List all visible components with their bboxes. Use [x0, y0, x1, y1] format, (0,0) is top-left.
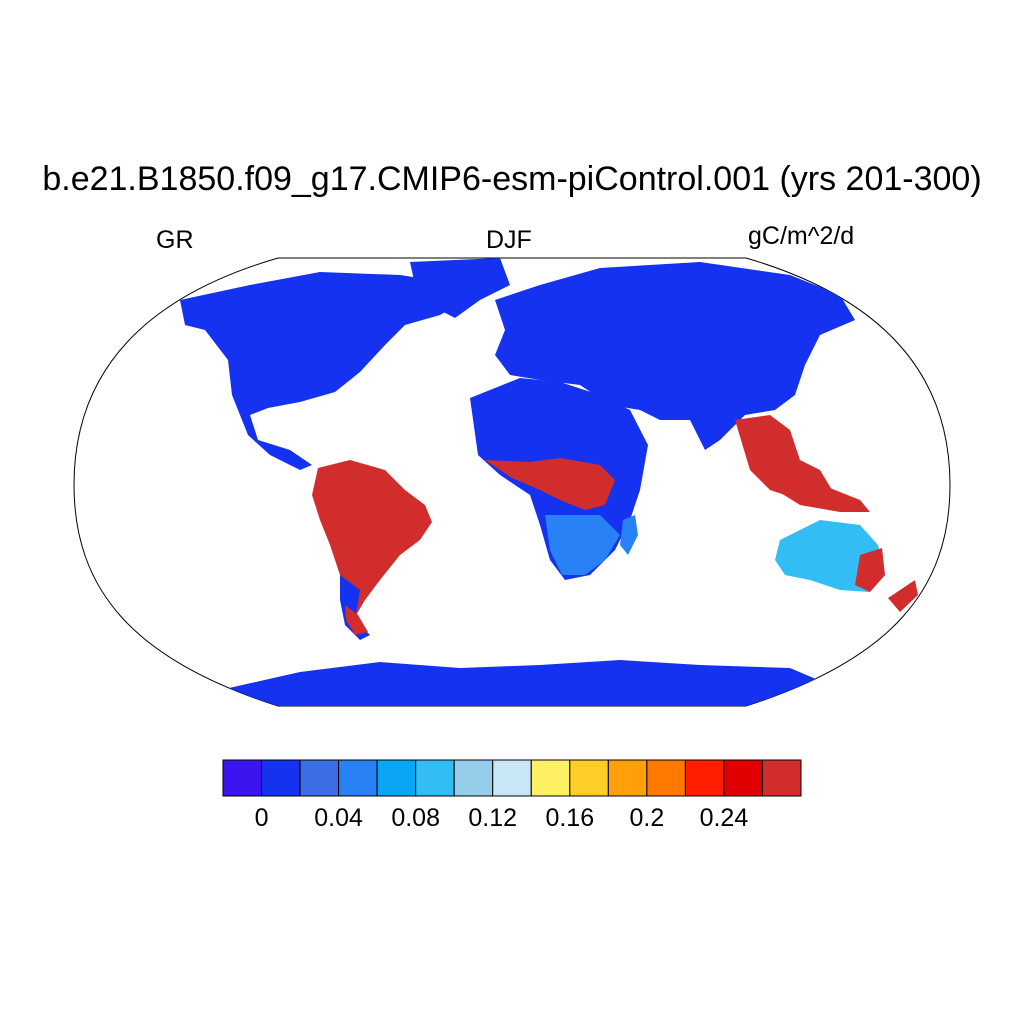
colorbar-swatch — [569, 759, 609, 797]
africa-south — [545, 515, 620, 575]
madagascar — [620, 515, 638, 555]
new-zealand — [888, 580, 918, 612]
colorbar-swatch — [607, 759, 648, 797]
colorbar-swatch — [646, 759, 686, 797]
antarctica — [220, 660, 830, 706]
colorbar-swatch — [376, 759, 417, 797]
colorbar-swatch — [761, 759, 802, 797]
colorbar-swatch — [530, 759, 571, 797]
indonesia — [760, 480, 870, 512]
colorbar-tick-label: 0.12 — [468, 804, 518, 832]
south-america — [312, 460, 432, 622]
colorbar-swatch — [222, 759, 263, 797]
colorbar — [222, 759, 802, 797]
colorbar-swatch — [723, 759, 763, 797]
eurasia — [495, 262, 855, 450]
colorbar-swatch — [453, 759, 494, 797]
greenland — [410, 258, 510, 318]
colorbar-tick-label: 0.2 — [629, 804, 665, 832]
south-east-asia — [735, 415, 835, 500]
left-label: GR — [156, 226, 194, 254]
colorbar-tick-label: 0.24 — [699, 804, 749, 832]
colorbar-swatch — [299, 759, 340, 797]
australia-coast — [855, 548, 885, 592]
colorbar-swatch — [684, 759, 725, 797]
season-label: DJF — [486, 226, 532, 254]
map-title: b.e21.B1850.f09_g17.CMIP6-esm-piControl.… — [42, 160, 982, 198]
units-label: gC/m^2/d — [748, 222, 855, 250]
north-america — [180, 272, 470, 470]
colorbar-swatch — [261, 759, 301, 797]
colorbar-swatch — [492, 759, 532, 797]
colorbar-swatch — [338, 759, 378, 797]
colorbar-tick-label: 0.16 — [545, 804, 595, 832]
south-america-south-coast — [345, 605, 368, 635]
africa-tropics — [485, 458, 615, 510]
colorbar-tick-label: 0.04 — [314, 804, 363, 832]
colorbar-tick-label: 0.08 — [391, 804, 440, 832]
colorbar-swatch — [415, 759, 455, 797]
south-america-south — [340, 575, 370, 640]
colorbar-tick-label: 0 — [254, 804, 269, 832]
